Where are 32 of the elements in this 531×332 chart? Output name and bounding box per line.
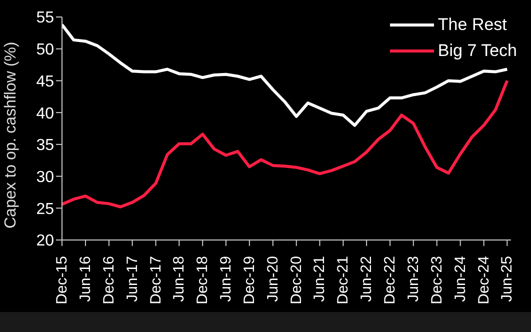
x-tick-label: Jun-18 xyxy=(170,256,188,302)
x-tick-label: Dec-22 xyxy=(382,256,399,304)
x-tick-label: Dec-23 xyxy=(428,256,446,304)
x-tick-label: Dec-24 xyxy=(475,256,492,304)
y-tick-label: 45 xyxy=(36,73,54,90)
x-tick-label: Dec-16 xyxy=(100,256,118,304)
x-tick-label: Jun-17 xyxy=(124,256,141,302)
x-tick-label: Jun-21 xyxy=(311,256,328,302)
line-series xyxy=(62,79,509,208)
y-tick-label: 40 xyxy=(36,105,54,122)
legend-label: Big 7 Tech xyxy=(438,40,517,62)
legend-label: The Rest xyxy=(438,14,507,36)
y-tick-label: 20 xyxy=(36,232,54,250)
x-tick-label: Jun-23 xyxy=(404,256,422,302)
y-tick-label: 50 xyxy=(36,42,54,59)
x-tick-label: Jun-20 xyxy=(264,256,282,302)
x-tick-label: Jun-25 xyxy=(498,256,516,302)
x-tick-label: Dec-19 xyxy=(240,256,258,304)
x-tick-label: Dec-15 xyxy=(54,256,70,304)
x-tick-label: Jun-24 xyxy=(452,256,469,302)
x-tick-label: Jun-19 xyxy=(217,256,234,302)
x-tick-label: Dec-20 xyxy=(288,256,305,304)
y-axis-title: Capex to op. cashflow (%) xyxy=(2,42,20,228)
x-tick-label: Jun-16 xyxy=(76,256,94,302)
x-tick-label: Jun-22 xyxy=(358,256,376,302)
x-tick-label: Dec-21 xyxy=(334,256,352,304)
y-tick-label: 55 xyxy=(36,10,54,27)
x-tick-label: Dec-18 xyxy=(194,256,212,304)
y-tick-label: 35 xyxy=(36,137,54,154)
y-tick-label: 30 xyxy=(36,168,54,186)
y-tick-label: 25 xyxy=(36,200,54,218)
x-tick-label: Dec-17 xyxy=(147,256,164,304)
